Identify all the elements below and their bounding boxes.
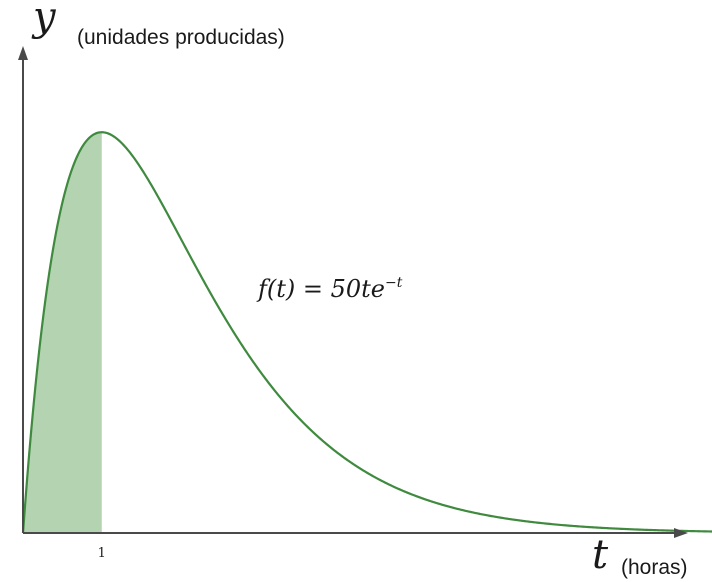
y-axis-unit-label: (unidades producidas) xyxy=(77,26,285,49)
function-formula: f(t) = 50te−t xyxy=(256,275,403,303)
y-axis-arrow xyxy=(18,46,28,60)
function-curve xyxy=(21,131,712,534)
x-axis-arrow xyxy=(674,528,688,538)
x-ticks: 1 xyxy=(98,546,106,561)
formula-main: f(t) = 50te xyxy=(256,275,385,303)
formula-exponent: −t xyxy=(385,275,403,291)
x-axis-unit-label: (horas) xyxy=(621,556,688,579)
shaded-area-0-to-1 xyxy=(23,132,102,533)
x-tick-label-0: 1 xyxy=(98,546,106,561)
x-axis-symbol: t xyxy=(592,532,609,578)
y-axis-symbol: y xyxy=(31,0,57,40)
